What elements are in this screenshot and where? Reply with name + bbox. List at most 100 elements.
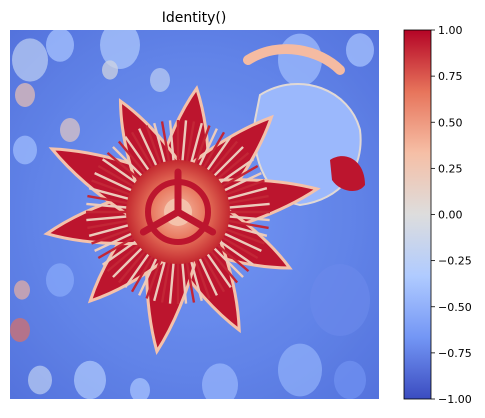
- filament: [138, 252, 161, 296]
- filament: [138, 128, 161, 172]
- colorbar-ticks: 1.00 0.75 0.50 0.25 0.00 −0.25 −0.50 −0.75 −1.00: [431, 24, 472, 406]
- background-blob: [334, 360, 366, 399]
- filament: [211, 240, 250, 273]
- filament: [91, 179, 137, 198]
- filament: [112, 242, 148, 278]
- filament: [206, 140, 239, 179]
- filament: [168, 256, 176, 304]
- filament: [184, 121, 196, 168]
- filament: [180, 120, 188, 168]
- filament: [218, 229, 262, 252]
- background-blob: [46, 30, 74, 62]
- filament: [218, 172, 262, 195]
- filament: [195, 128, 218, 172]
- flower-filaments: [86, 120, 270, 304]
- background-blob: [60, 118, 80, 142]
- filament: [130, 250, 157, 293]
- filament: [97, 233, 140, 260]
- filament: [153, 122, 168, 169]
- filament: [88, 187, 135, 202]
- filament: [222, 194, 269, 206]
- background-blob: [13, 135, 37, 165]
- filament: [94, 229, 138, 252]
- filament: [195, 252, 218, 296]
- filament: [124, 135, 154, 176]
- filament: [86, 214, 134, 222]
- background-blob: [15, 83, 35, 107]
- filament: [219, 179, 265, 198]
- filament: [221, 187, 268, 202]
- filament: [145, 253, 164, 299]
- heatmap-image: [10, 30, 379, 399]
- filament: [222, 214, 270, 222]
- filament: [112, 146, 148, 182]
- colorbar-tick-label: −0.50: [438, 301, 472, 314]
- filament: [214, 236, 255, 266]
- colorbar: 1.00 0.75 0.50 0.25 0.00 −0.25 −0.50 −0.75 −1.00: [403, 24, 472, 406]
- filament: [97, 164, 140, 191]
- filament: [206, 245, 239, 284]
- filament: [87, 218, 134, 230]
- tendril: [243, 44, 345, 75]
- colorbar-tick-label: −0.75: [438, 347, 472, 360]
- chart-title: Identity(): [162, 10, 227, 26]
- background-blob: [346, 33, 374, 67]
- colorbar-tick-label: 0.50: [438, 116, 463, 129]
- filament: [153, 255, 168, 302]
- filament: [192, 253, 211, 299]
- colorbar-tick-label: 0.75: [438, 70, 463, 83]
- filament: [192, 125, 211, 171]
- leaf-region: [243, 44, 365, 207]
- filament: [94, 172, 138, 195]
- filament: [208, 242, 244, 278]
- filament: [87, 194, 134, 206]
- filament: [106, 240, 145, 273]
- filament: [101, 236, 142, 266]
- filament: [214, 158, 255, 188]
- filament: [117, 140, 150, 179]
- filament: [91, 226, 137, 245]
- background-blob: [46, 263, 74, 297]
- background-blob: [310, 264, 370, 336]
- background-blob: [28, 365, 52, 395]
- filament: [219, 226, 265, 245]
- filament: [222, 202, 270, 210]
- filament: [130, 131, 157, 174]
- background-blob: [202, 363, 238, 399]
- background-blob: [278, 343, 322, 397]
- colorbar-tick-label: 0.00: [438, 209, 463, 222]
- stigma: [174, 208, 217, 236]
- filament: [180, 256, 188, 304]
- background-blob: [150, 68, 170, 92]
- filament: [101, 158, 142, 188]
- filament: [202, 248, 232, 289]
- background-blob: [10, 318, 30, 342]
- filament: [106, 151, 145, 184]
- filament: [184, 256, 196, 303]
- filament: [216, 164, 259, 191]
- colorbar-tick-label: −1.00: [438, 393, 472, 406]
- filament: [211, 151, 250, 184]
- colorbar-tick-label: −0.25: [438, 255, 472, 268]
- filament: [168, 120, 176, 168]
- colorbar-tick-label: 0.25: [438, 162, 463, 175]
- filament: [216, 233, 259, 260]
- filament: [199, 131, 226, 174]
- filament: [199, 250, 226, 293]
- colorbar-gradient: [403, 29, 432, 400]
- filament: [160, 256, 172, 303]
- filament: [202, 135, 232, 176]
- stigma: [139, 208, 182, 236]
- filament: [222, 218, 269, 230]
- filament: [88, 222, 135, 237]
- background-blob: [12, 38, 48, 82]
- filament: [188, 122, 203, 169]
- background-blob: [130, 378, 150, 399]
- colorbar-tick-label: 1.00: [438, 24, 463, 37]
- background-blob: [14, 280, 30, 300]
- background-blob: [102, 60, 118, 80]
- filament: [208, 146, 244, 182]
- filament: [86, 202, 134, 210]
- leaf-highlight: [330, 156, 365, 192]
